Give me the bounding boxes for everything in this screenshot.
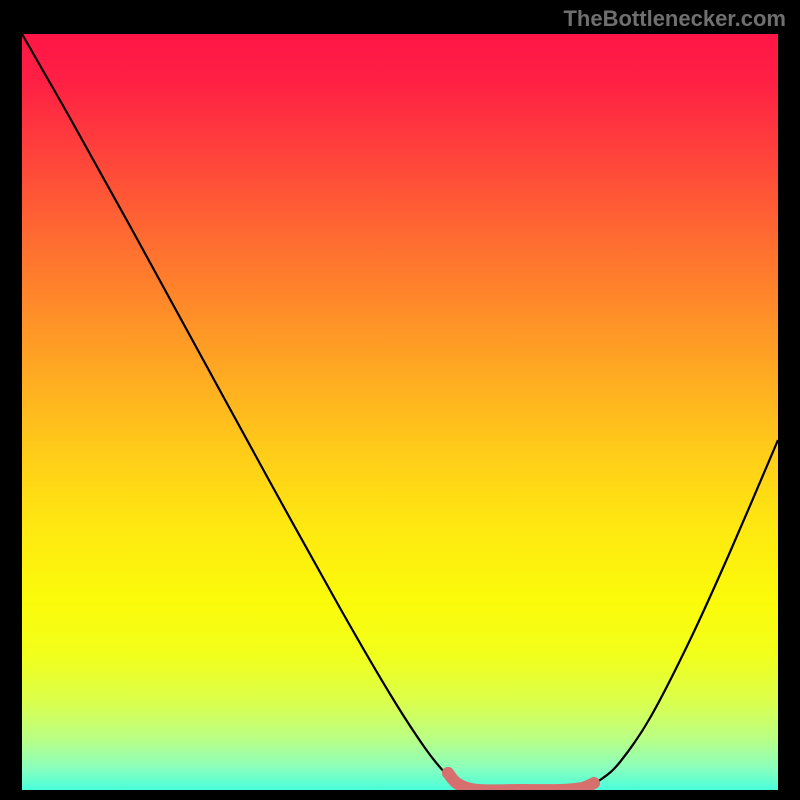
gradient-background: [22, 34, 778, 790]
highlight-start-dot: [442, 767, 454, 779]
watermark-text: TheBottlenecker.com: [563, 6, 786, 32]
chart-container: TheBottlenecker.com: [0, 0, 800, 800]
chart-svg: [22, 34, 778, 790]
plot-area: [22, 34, 778, 790]
